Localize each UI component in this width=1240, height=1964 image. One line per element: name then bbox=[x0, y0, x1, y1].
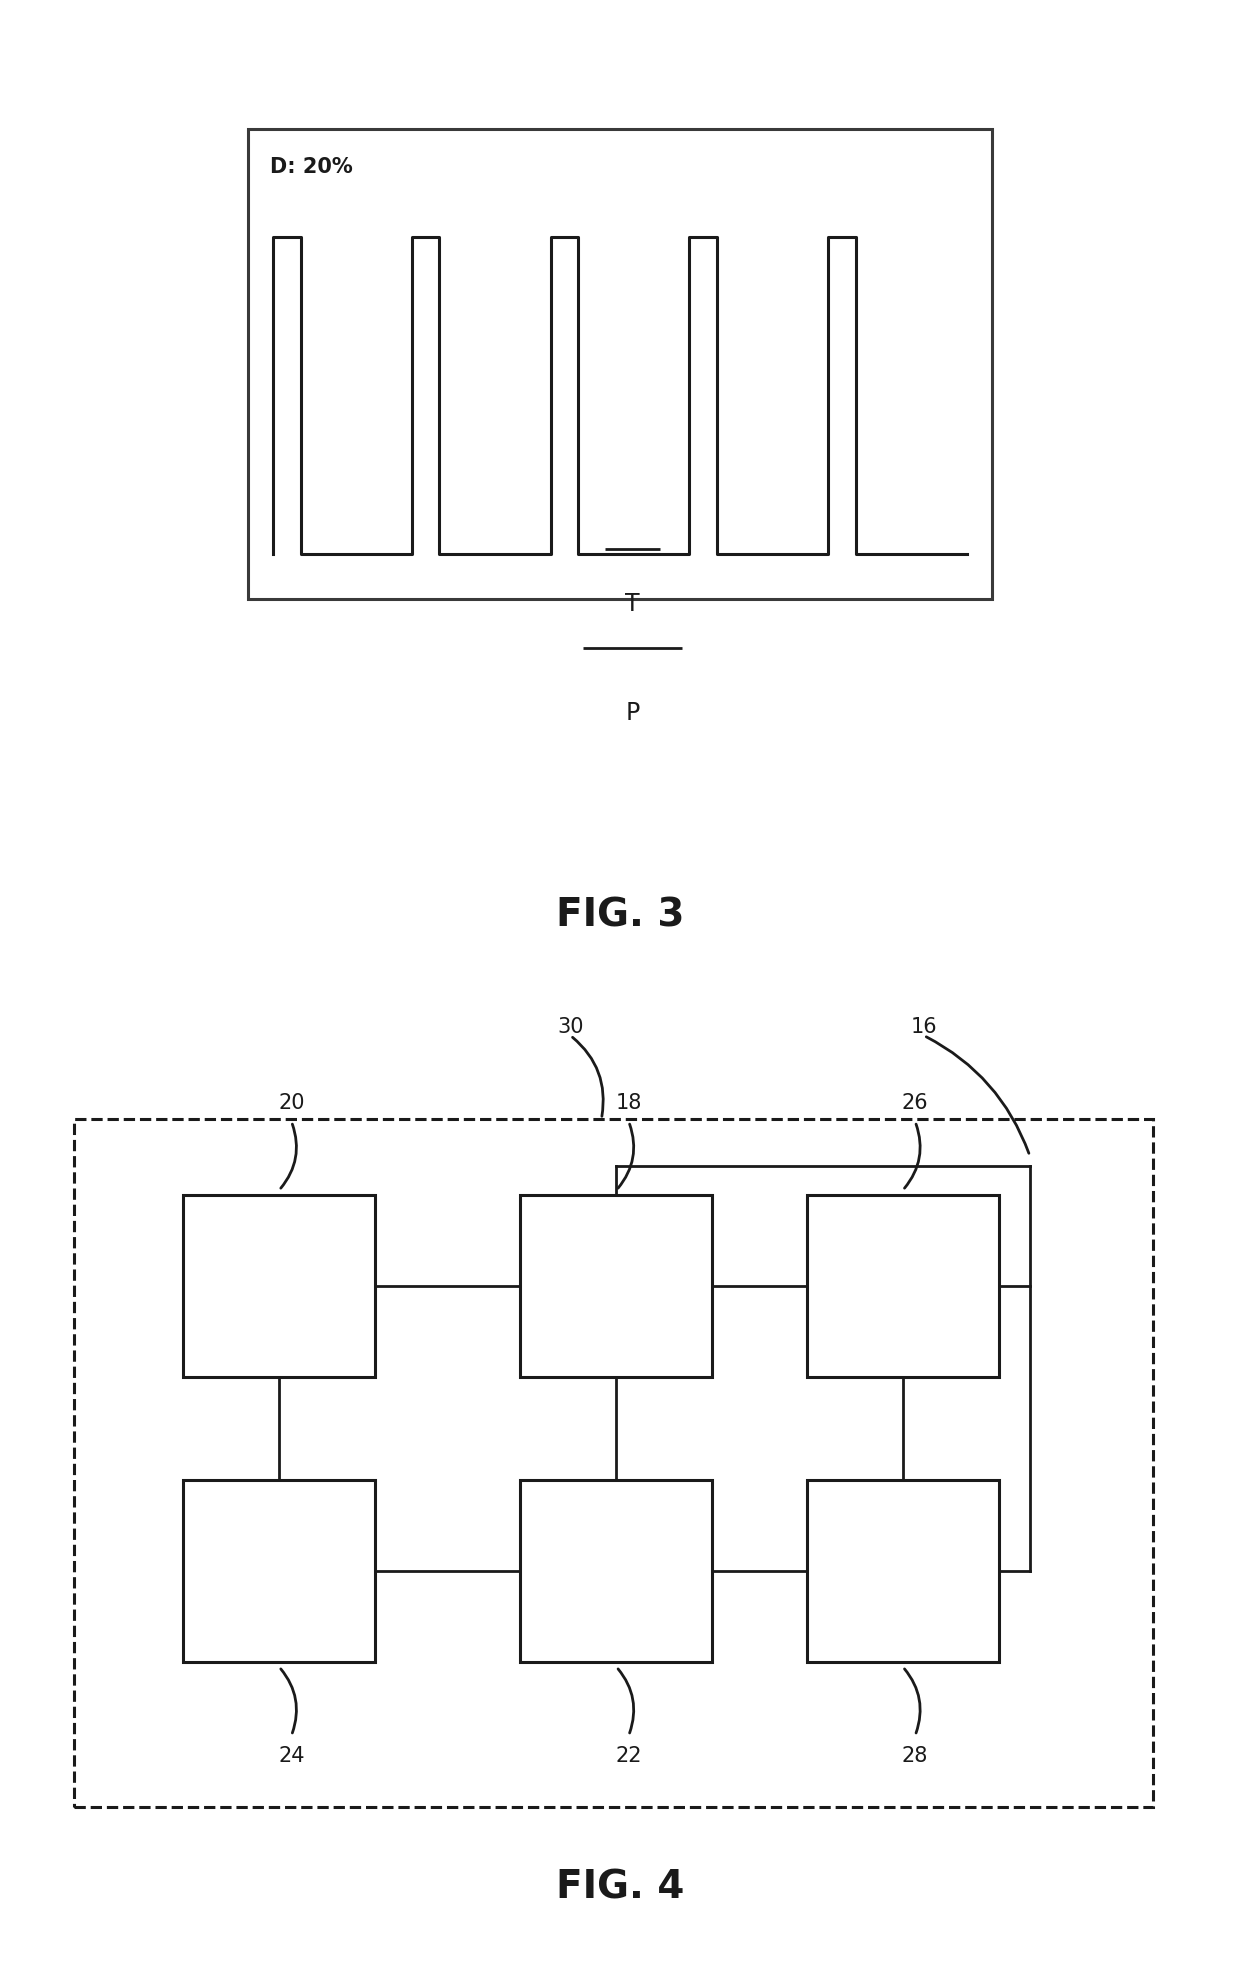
Text: FIG. 4: FIG. 4 bbox=[556, 1868, 684, 1905]
Text: 16: 16 bbox=[910, 1015, 937, 1037]
Text: 26: 26 bbox=[901, 1092, 929, 1112]
Bar bbox=[806, 1481, 999, 1662]
Bar bbox=[184, 1196, 374, 1377]
Text: 30: 30 bbox=[557, 1015, 584, 1037]
Text: D: 20%: D: 20% bbox=[270, 157, 353, 177]
Text: 20: 20 bbox=[278, 1092, 305, 1112]
Text: 24: 24 bbox=[278, 1746, 305, 1766]
Text: 28: 28 bbox=[901, 1746, 929, 1766]
Bar bbox=[74, 1119, 1153, 1807]
Text: P: P bbox=[625, 701, 640, 725]
Bar bbox=[248, 130, 992, 599]
Bar bbox=[806, 1196, 999, 1377]
Bar bbox=[184, 1481, 374, 1662]
Text: 22: 22 bbox=[615, 1746, 642, 1766]
Text: 18: 18 bbox=[615, 1092, 642, 1112]
Text: T: T bbox=[625, 591, 640, 617]
Bar bbox=[521, 1481, 712, 1662]
Bar bbox=[521, 1196, 712, 1377]
Text: FIG. 3: FIG. 3 bbox=[556, 896, 684, 933]
